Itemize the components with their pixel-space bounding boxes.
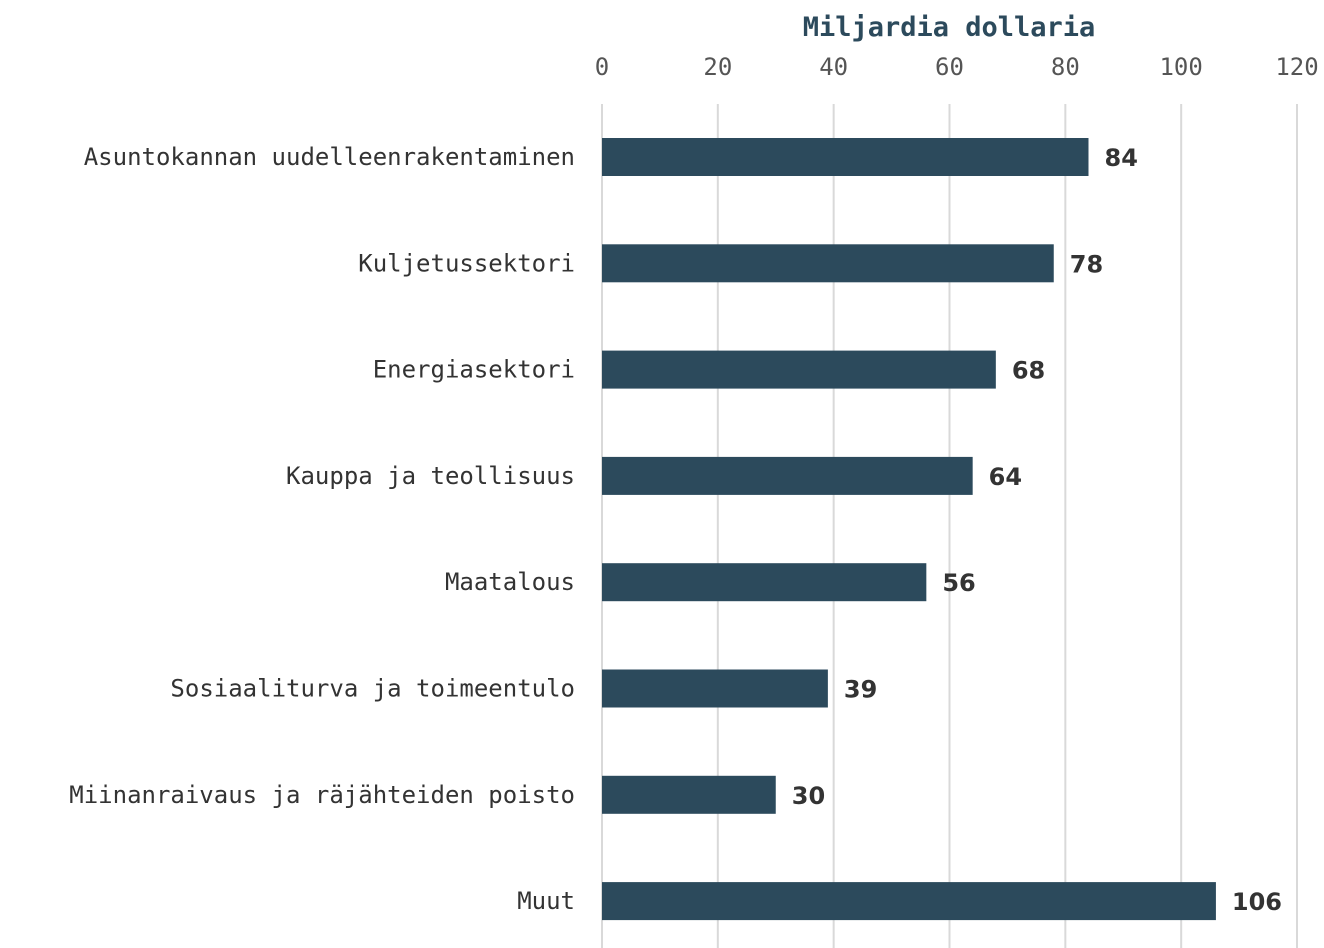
bar [602, 775, 776, 814]
bar [602, 882, 1216, 921]
bar [602, 563, 927, 602]
data-label: 68 [1012, 357, 1045, 385]
data-label: 64 [989, 463, 1022, 491]
bar [602, 244, 1054, 283]
category-label: Miinanraivaus ja räjähteiden poisto [69, 781, 575, 809]
x-tick-label: 0 [595, 53, 609, 81]
x-tick-label: 20 [703, 53, 732, 81]
gridlines [601, 104, 1298, 948]
x-axis-title: Miljardia dollaria [803, 12, 1096, 43]
category-label: Kuljetussektori [358, 249, 575, 277]
data-label: 106 [1232, 888, 1282, 916]
data-label: 78 [1070, 250, 1103, 278]
bar [602, 456, 973, 495]
x-tick-label: 40 [819, 53, 848, 81]
category-label: Energiasektori [373, 356, 575, 384]
category-label: Muut [517, 887, 575, 915]
x-tick-label: 100 [1159, 53, 1202, 81]
category-label: Maatalous [445, 568, 575, 596]
data-label: 39 [844, 676, 877, 704]
bars [602, 138, 1216, 921]
bar [602, 669, 828, 708]
data-label: 56 [942, 569, 975, 597]
x-tick-label: 60 [935, 53, 964, 81]
category-label: Asuntokannan uudelleenrakentaminen [84, 143, 575, 171]
data-label: 30 [792, 782, 825, 810]
x-tick-label: 80 [1051, 53, 1080, 81]
bar [602, 350, 996, 389]
x-tick-label: 120 [1275, 53, 1318, 81]
bar [602, 138, 1089, 176]
labels: 0 20 40 60 80 100 120 Asuntokannan uudelleenrak… [69, 53, 1318, 916]
category-label: Sosiaaliturva ja toimeentulo [170, 675, 575, 703]
category-label: Kauppa ja teollisuus [286, 462, 575, 490]
data-label: 84 [1105, 144, 1138, 172]
